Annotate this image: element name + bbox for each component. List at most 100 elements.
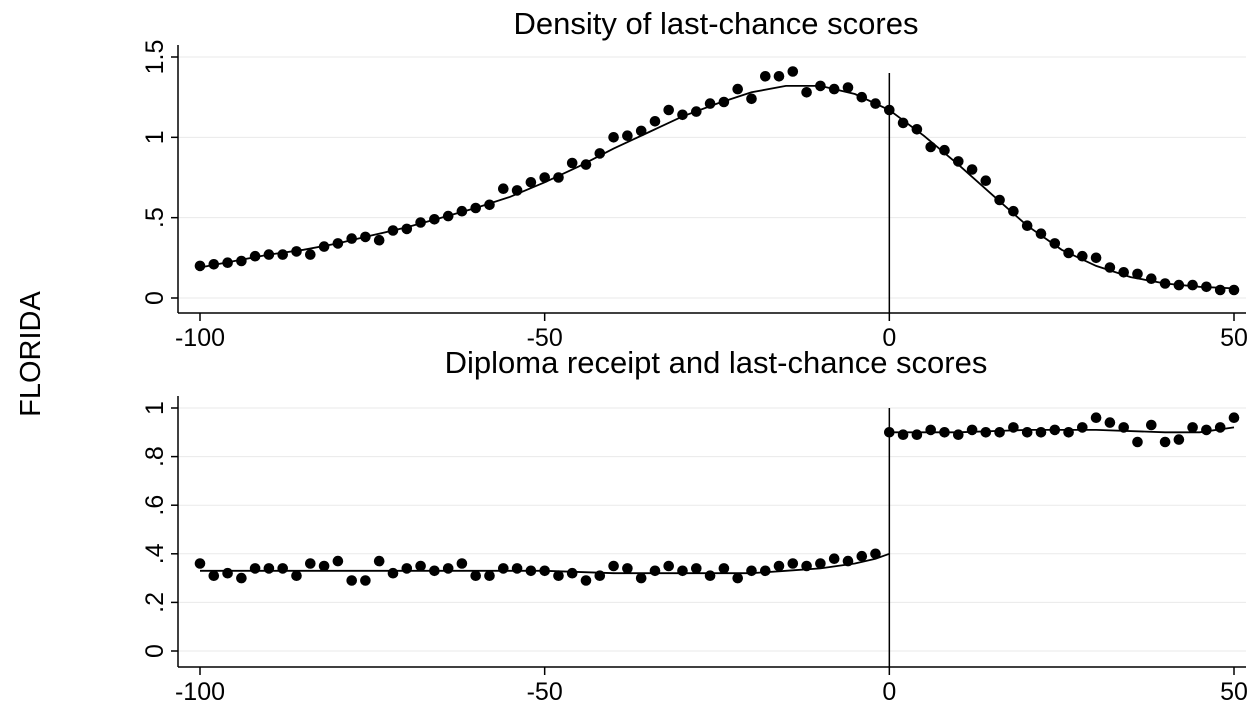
data-point	[373, 234, 385, 246]
data-point	[828, 553, 840, 564]
data-point	[566, 567, 578, 579]
data-point	[663, 560, 674, 572]
data-point	[787, 558, 799, 569]
data-point	[746, 93, 757, 105]
y-tick-label: 1	[141, 401, 169, 415]
data-point	[580, 159, 592, 170]
data-point	[346, 575, 358, 586]
data-point	[498, 183, 509, 194]
fit-curves	[200, 426, 1235, 575]
data-point	[263, 249, 275, 260]
data-point	[291, 570, 302, 581]
data-point	[525, 565, 537, 577]
data-point	[635, 572, 647, 584]
y-tick-label: 0	[141, 644, 169, 658]
data-point	[870, 548, 881, 560]
data-point	[594, 570, 606, 581]
chart-title: Diploma receipt and last-chance scores	[445, 345, 988, 380]
data-point	[456, 558, 468, 569]
data-point	[635, 125, 647, 137]
data-point	[925, 424, 936, 436]
tick-labels: 0 .2 .4 .6 .8 1 -100 -50 0 50	[141, 401, 1248, 706]
data-point	[760, 71, 771, 82]
data-point	[1173, 279, 1185, 291]
fit-line	[199, 85, 1235, 290]
fit-curves	[199, 85, 1235, 290]
data-points	[194, 412, 1240, 586]
y-tick-label: 1	[141, 130, 169, 144]
data-point	[828, 83, 840, 95]
data-point	[1146, 419, 1157, 431]
data-point	[746, 565, 757, 577]
data-point	[980, 175, 992, 186]
data-point	[911, 124, 923, 135]
data-point	[897, 117, 909, 129]
data-point	[1063, 427, 1074, 438]
data-point	[842, 82, 854, 93]
data-point	[1008, 205, 1019, 217]
data-point	[815, 558, 826, 569]
data-point	[1077, 422, 1088, 433]
data-point	[1104, 262, 1116, 273]
data-point	[897, 429, 909, 441]
data-point	[608, 132, 619, 143]
data-point	[360, 231, 371, 243]
x-tick-label: -100	[175, 324, 225, 352]
y-tick-label: 1.5	[141, 40, 169, 75]
data-point	[194, 558, 206, 569]
data-point	[787, 66, 799, 77]
data-point	[1146, 273, 1157, 285]
data-point	[208, 259, 220, 270]
data-point	[966, 424, 978, 436]
data-point	[677, 565, 688, 577]
data-point	[732, 83, 743, 95]
data-point	[718, 563, 730, 574]
data-point	[691, 563, 702, 574]
data-points	[194, 66, 1240, 296]
y-tick-label: .4	[141, 543, 169, 564]
data-point	[704, 98, 716, 109]
data-point	[553, 172, 564, 183]
data-point	[318, 560, 330, 572]
data-point	[953, 429, 964, 441]
panel-density: Density of last-chance scores 0 .5 1 1.5 -10…	[141, 6, 1248, 352]
data-point	[236, 572, 247, 584]
data-point	[649, 565, 661, 577]
data-point	[1035, 427, 1047, 438]
data-point	[1063, 247, 1074, 259]
data-point	[856, 550, 868, 562]
data-point	[305, 249, 316, 260]
data-point	[1214, 422, 1226, 433]
y-tick-label: .6	[141, 495, 169, 516]
panel-diploma: Diploma receipt and last-chance scores 0…	[141, 345, 1248, 706]
data-point	[773, 71, 785, 82]
data-point	[1187, 279, 1198, 291]
data-point	[884, 427, 895, 438]
data-point	[801, 87, 812, 98]
data-point	[704, 570, 716, 581]
data-point	[511, 185, 523, 196]
data-point	[415, 217, 426, 228]
data-point	[622, 563, 633, 574]
data-point	[456, 205, 468, 217]
data-point	[484, 570, 495, 581]
x-tick-label: -100	[175, 678, 225, 706]
data-point	[1173, 434, 1185, 445]
data-point	[249, 250, 261, 262]
data-point	[1090, 412, 1102, 424]
data-point	[553, 570, 564, 581]
data-point	[994, 427, 1005, 438]
data-point	[263, 563, 275, 574]
data-point	[760, 565, 771, 577]
x-tick-label: 50	[1220, 678, 1248, 706]
data-point	[360, 575, 371, 586]
data-point	[1077, 250, 1088, 262]
data-point	[1132, 436, 1143, 448]
data-point	[332, 555, 344, 567]
data-point	[429, 214, 440, 225]
data-point	[249, 563, 261, 574]
data-point	[1021, 427, 1033, 438]
data-point	[498, 563, 509, 574]
data-point	[842, 555, 854, 567]
data-point	[387, 225, 399, 236]
